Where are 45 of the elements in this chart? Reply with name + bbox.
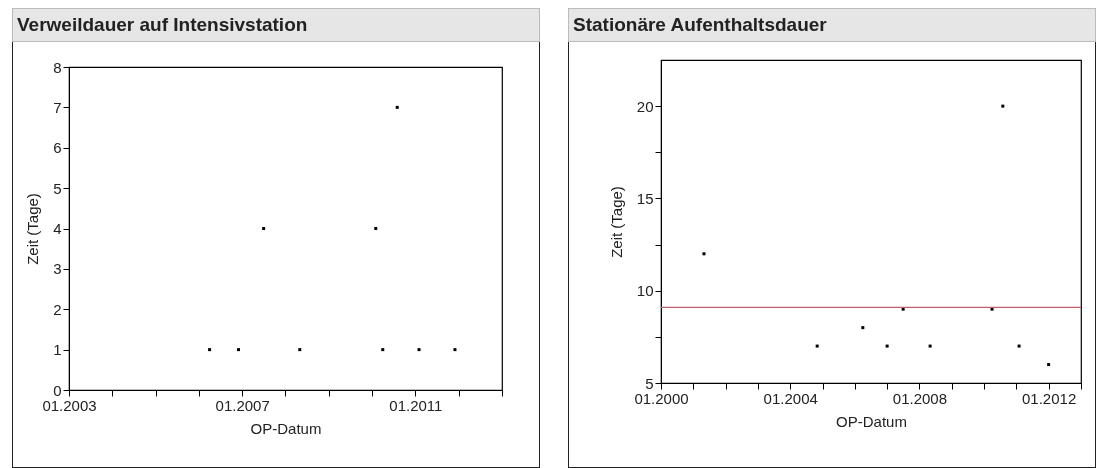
- chart-title: Verweildauer auf Intensivstation: [12, 8, 540, 42]
- point: [374, 227, 378, 230]
- point: [885, 344, 889, 348]
- point: [262, 227, 266, 230]
- y-tick-label: 6: [53, 139, 62, 157]
- y-tick-label: 10: [636, 282, 654, 300]
- point: [395, 105, 399, 109]
- x-tick-label: 01.2004: [763, 389, 818, 407]
- point: [417, 348, 421, 352]
- point: [1017, 344, 1021, 348]
- y-tick-label: 1: [53, 341, 62, 359]
- y-tick-label: 3: [53, 260, 62, 278]
- x-tick-label: 01.2003: [42, 396, 97, 414]
- point: [1047, 363, 1051, 367]
- x-tick-label: 01.2011: [389, 396, 443, 414]
- y-tick-label: 5: [645, 374, 654, 392]
- y-tick-label: 15: [636, 189, 654, 207]
- point: [861, 326, 865, 330]
- x-tick-label: 01.2012: [1022, 389, 1077, 407]
- y-tick-label: 0: [53, 381, 62, 399]
- point: [208, 348, 212, 352]
- x-tick-label: 01.2000: [634, 389, 689, 407]
- point: [298, 348, 302, 352]
- point: [453, 348, 457, 352]
- x-tick-label: 01.2007: [215, 396, 270, 414]
- y-axis-title: Zeit (Tage): [24, 193, 42, 265]
- y-tick-label: 5: [53, 179, 62, 197]
- y-tick-label: 2: [53, 300, 62, 318]
- point: [928, 344, 932, 348]
- point: [1001, 104, 1005, 108]
- chart-title: Stationäre Aufenthaltsdauer: [568, 8, 1096, 42]
- y-tick-label: 8: [53, 58, 62, 76]
- y-tick-label: 20: [636, 97, 654, 115]
- point: [901, 307, 905, 311]
- point: [237, 348, 240, 352]
- x-axis-title: OP-Datum: [836, 412, 907, 430]
- y-tick-label: 4: [53, 220, 62, 237]
- point: [815, 344, 819, 348]
- y-tick-label: 7: [53, 98, 62, 116]
- x-tick-label: 01.2008: [892, 389, 948, 407]
- point: [381, 348, 385, 352]
- point: [990, 307, 994, 311]
- x-axis-title: OP-Datum: [250, 419, 322, 437]
- point: [702, 252, 706, 256]
- y-axis-title: Zeit (Tage): [607, 186, 625, 258]
